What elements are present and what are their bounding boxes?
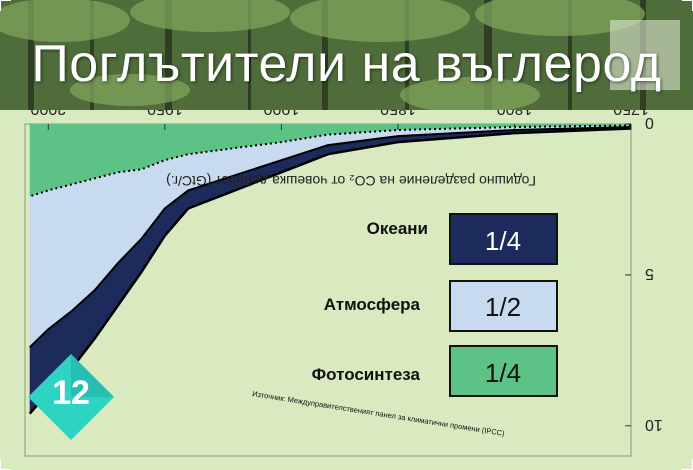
area-atmosphere	[29, 125, 631, 348]
line-atmosphere-top	[29, 126, 632, 349]
corner-mark-bottom-left	[0, 459, 11, 470]
ticks-layer: 1750 1800 1850 1900 1950 2000 0 5 10	[30, 110, 662, 433]
slide-number-badge	[28, 354, 114, 440]
legend-value-oceans: 1/4	[485, 226, 521, 256]
y-tick-label: 5	[645, 265, 654, 282]
x-tick-label: 1750	[613, 110, 649, 117]
legend-label-oceans: Океани	[367, 219, 428, 238]
line-photosynthesis-top	[29, 124, 632, 198]
legend-box-atmosphere	[449, 280, 558, 332]
x-tick-label: 1850	[380, 110, 416, 117]
x-tick-label: 1900	[263, 110, 299, 117]
corner-mark-top-left	[0, 0, 11, 11]
area-oceans	[29, 127, 631, 414]
corner-mark-bottom-right	[682, 459, 693, 470]
y-tick-label: 0	[645, 114, 654, 131]
x-tick-label: 1950	[147, 110, 183, 117]
legend-label-atmosphere: Атмосфера	[324, 295, 421, 314]
corner-mark-top-right	[682, 0, 693, 11]
carbon-sinks-chart: 1750 1800 1850 1900 1950 2000 0 5 10 Годишно раз…	[0, 110, 693, 470]
legend: Океани 1/4 Атмосфера 1/2 Фотосинтеза 1/4	[312, 213, 558, 397]
legend-value-atmosphere: 1/2	[485, 292, 521, 322]
legend-label-photosynthesis: Фотосинтеза	[312, 365, 421, 384]
slide-number: 12	[52, 374, 90, 412]
slide-title: Поглътители на въглерод	[31, 35, 662, 93]
foliage	[0, 0, 645, 113]
badge-diamond-shade	[71, 354, 114, 397]
legend-box-oceans	[449, 213, 558, 265]
chart-title: Годишно разделение на CO₂ от човешка дей…	[166, 173, 536, 189]
sky-gap	[610, 20, 680, 90]
legend-box-photosynthesis	[449, 345, 558, 397]
y-tick-label: 10	[645, 416, 663, 433]
x-tick-label: 1800	[497, 110, 533, 117]
x-tick-label: 2000	[30, 110, 66, 117]
legend-value-photosynthesis: 1/4	[485, 358, 521, 388]
area-photosynthesis	[29, 124, 631, 197]
